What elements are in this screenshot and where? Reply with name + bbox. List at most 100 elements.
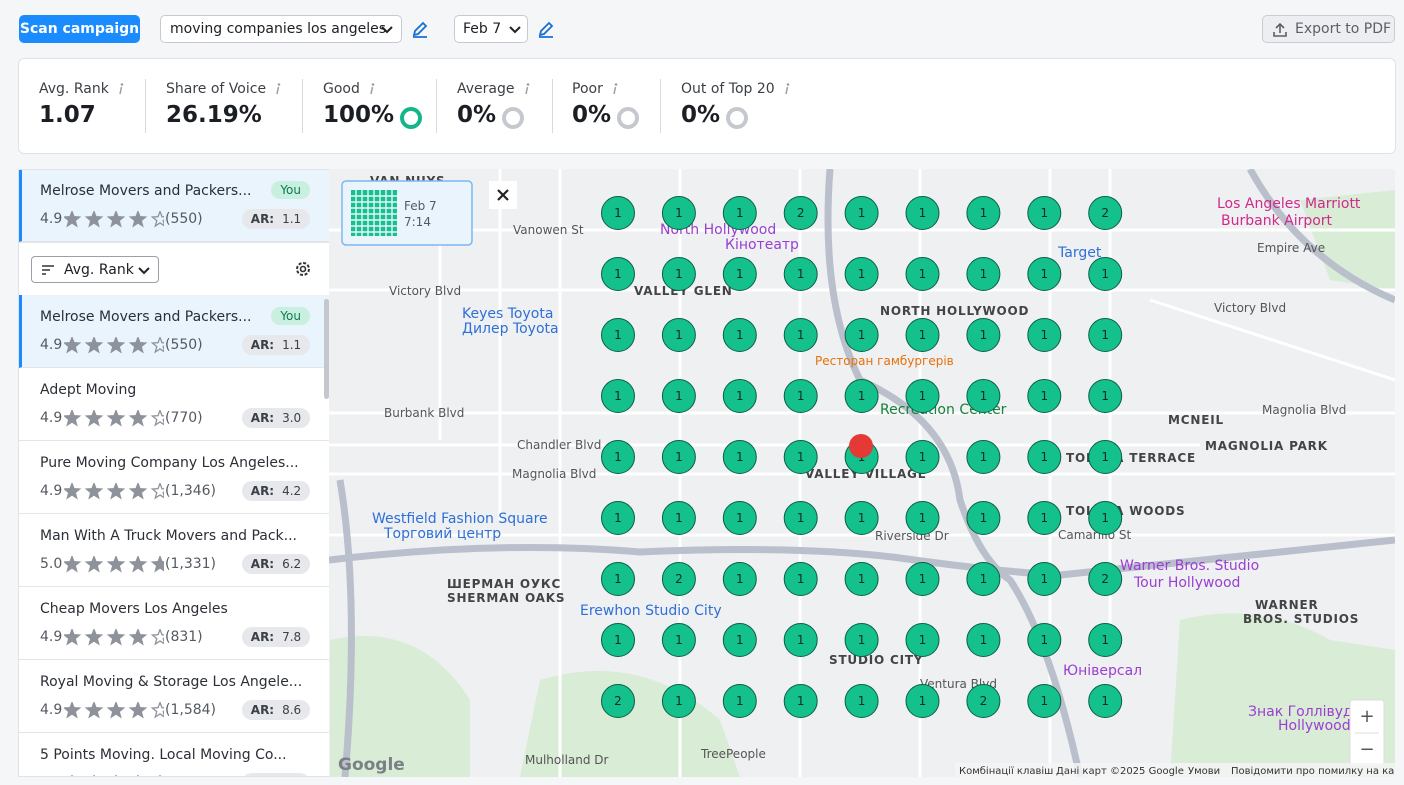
- rank-pin[interactable]: [905, 257, 940, 291]
- rank-pin[interactable]: [966, 623, 1001, 657]
- competitor-item[interactable]: Cheap Movers Los Angeles 4.9 (831) AR: 7.8: [19, 587, 330, 660]
- rank-pin[interactable]: [722, 379, 757, 413]
- competitor-item[interactable]: Melrose Movers and Packers... You 4.9 (550)…: [19, 295, 330, 368]
- rank-pin[interactable]: [783, 257, 818, 291]
- close-button[interactable]: [489, 181, 517, 209]
- competitor-item[interactable]: Pure Moving Company Los Angeles... 4.9 (1,…: [19, 441, 330, 514]
- rank-pin[interactable]: [905, 684, 940, 718]
- competitor-item[interactable]: Adept Moving 4.9 (770) AR: 3.0: [19, 368, 330, 441]
- rank-pin[interactable]: [661, 440, 696, 474]
- rank-pin[interactable]: [783, 318, 818, 352]
- rank-pin[interactable]: [1027, 684, 1062, 718]
- rank-pin[interactable]: [905, 501, 940, 535]
- rank-pin[interactable]: [1088, 440, 1123, 474]
- rank-pin[interactable]: [1027, 623, 1062, 657]
- rank-pin[interactable]: [966, 196, 1001, 230]
- rank-pin[interactable]: [1027, 501, 1062, 535]
- rank-pin[interactable]: [601, 623, 635, 657]
- rank-pin[interactable]: [783, 562, 818, 596]
- rank-pin[interactable]: [1088, 318, 1123, 352]
- competitor-item[interactable]: Melrose Movers and Packers... You 4.9 (550)…: [19, 170, 330, 242]
- rank-pin[interactable]: [601, 196, 635, 230]
- export-button[interactable]: Export to PDF: [1262, 15, 1395, 43]
- edit-icon[interactable]: [411, 20, 429, 38]
- rank-pin[interactable]: [722, 562, 757, 596]
- rank-pin[interactable]: [661, 562, 696, 596]
- rank-pin[interactable]: [966, 501, 1001, 535]
- rank-pin[interactable]: [966, 440, 1001, 474]
- zoom-in[interactable]: +: [1359, 706, 1374, 727]
- rank-pin[interactable]: [905, 379, 940, 413]
- date-dropdown[interactable]: Feb 7: [454, 15, 528, 43]
- rank-pin[interactable]: [783, 379, 818, 413]
- rank-pin[interactable]: [844, 684, 879, 718]
- rank-pin[interactable]: [661, 501, 696, 535]
- rank-pin[interactable]: [905, 318, 940, 352]
- rank-pin[interactable]: [601, 684, 635, 718]
- rank-pin[interactable]: [1088, 501, 1123, 535]
- rank-pin[interactable]: [966, 318, 1001, 352]
- rank-pin[interactable]: [722, 318, 757, 352]
- rank-pin[interactable]: [661, 379, 696, 413]
- rank-pin[interactable]: [783, 623, 818, 657]
- rank-pin[interactable]: [722, 196, 757, 230]
- rank-pin[interactable]: [1027, 440, 1062, 474]
- rank-pin[interactable]: [783, 196, 818, 230]
- rank-pin[interactable]: [844, 562, 879, 596]
- rank-pin[interactable]: [601, 562, 635, 596]
- rank-pin[interactable]: [601, 257, 635, 291]
- rank-pin[interactable]: [1027, 257, 1062, 291]
- rank-pin[interactable]: [601, 379, 635, 413]
- rank-pin[interactable]: [601, 501, 635, 535]
- rank-pin[interactable]: [661, 623, 696, 657]
- rank-pin[interactable]: [661, 684, 696, 718]
- rank-pin[interactable]: [1027, 562, 1062, 596]
- rank-pin[interactable]: [1027, 379, 1062, 413]
- rank-pin[interactable]: [966, 379, 1001, 413]
- keyword-dropdown[interactable]: moving companies los angeles: [160, 15, 402, 43]
- rank-pin[interactable]: [844, 623, 879, 657]
- rank-pin[interactable]: [722, 257, 757, 291]
- rank-pin[interactable]: [601, 318, 635, 352]
- rank-pin[interactable]: [966, 257, 1001, 291]
- zoom-control[interactable]: + −: [1349, 699, 1385, 767]
- rank-pin[interactable]: [844, 501, 879, 535]
- competitor-item[interactable]: 5 Points Moving. Local Moving Co... 4.9 (1…: [19, 733, 330, 776]
- rank-pin[interactable]: [1088, 684, 1123, 718]
- settings-icon[interactable]: [294, 260, 312, 278]
- rank-pin[interactable]: [722, 440, 757, 474]
- rank-pin[interactable]: [905, 623, 940, 657]
- rank-pin[interactable]: [844, 379, 879, 413]
- rank-pin[interactable]: [722, 684, 757, 718]
- rank-pin[interactable]: [966, 684, 1001, 718]
- edit-icon[interactable]: [537, 20, 555, 38]
- rank-pin[interactable]: [661, 257, 696, 291]
- rank-pin[interactable]: [905, 440, 940, 474]
- rank-pin[interactable]: [966, 562, 1001, 596]
- rank-pin[interactable]: [1027, 318, 1062, 352]
- rank-pin[interactable]: [844, 196, 879, 230]
- rank-pin[interactable]: [1088, 196, 1123, 230]
- rank-pin[interactable]: [905, 562, 940, 596]
- rank-pin[interactable]: [1088, 562, 1123, 596]
- rank-pin[interactable]: [1088, 379, 1123, 413]
- sort-dropdown[interactable]: Avg. Rank: [31, 256, 159, 283]
- rank-pin[interactable]: [722, 501, 757, 535]
- scan-button[interactable]: Scan campaign: [19, 15, 140, 43]
- rank-pin[interactable]: [905, 196, 940, 230]
- rank-pin[interactable]: [601, 440, 635, 474]
- rank-pin[interactable]: [783, 440, 818, 474]
- rank-pin[interactable]: [783, 684, 818, 718]
- rank-pin[interactable]: [1027, 196, 1062, 230]
- rank-pin[interactable]: [661, 196, 696, 230]
- rank-pin[interactable]: [1088, 257, 1123, 291]
- rank-pin[interactable]: [722, 623, 757, 657]
- competitor-item[interactable]: Royal Moving & Storage Los Angele... 4.9 (…: [19, 660, 330, 733]
- rank-pin[interactable]: [844, 318, 879, 352]
- rank-pin[interactable]: [783, 501, 818, 535]
- competitor-item[interactable]: Man With A Truck Movers and Pack... 5.0 (1…: [19, 514, 330, 587]
- rank-pin[interactable]: [1088, 623, 1123, 657]
- zoom-out[interactable]: −: [1359, 739, 1374, 760]
- rank-pin[interactable]: [844, 257, 879, 291]
- rank-pin[interactable]: [661, 318, 696, 352]
